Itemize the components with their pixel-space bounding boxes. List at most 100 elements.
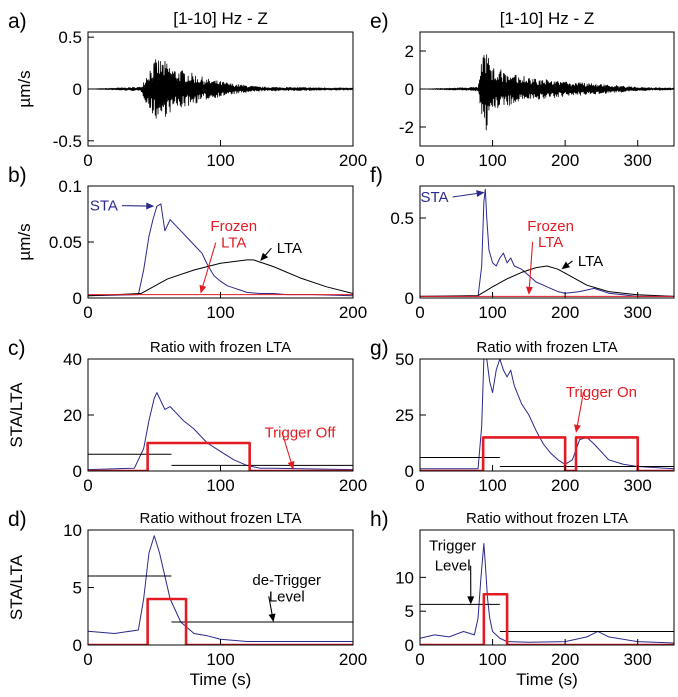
x-tick-label: 0 xyxy=(83,151,92,170)
y-tick-label: 5 xyxy=(73,579,82,598)
x-axis-label: Time (s) xyxy=(516,670,578,689)
panel-letter: a) xyxy=(8,10,27,33)
x-tick-label: 300 xyxy=(624,476,652,495)
annotation-label: Trigger xyxy=(429,537,476,554)
x-tick-label: 100 xyxy=(206,650,234,669)
x-tick-label: 0 xyxy=(415,476,424,495)
annotation-arrowhead xyxy=(561,261,571,270)
y-axis-label: STA/LTA xyxy=(7,382,26,448)
panel-a: 0 100 200-0.500.5[1-10] Hz - Za)µm/s xyxy=(8,9,367,170)
annotation-label: LTA xyxy=(221,235,246,252)
panel-letter: f) xyxy=(370,164,383,187)
annotation-arrowhead xyxy=(268,613,276,622)
x-tick-label: 200 xyxy=(551,650,579,669)
panel-letter: d) xyxy=(8,508,27,531)
series-ratio-line xyxy=(88,535,353,643)
panel-title: [1-10] Hz - Z xyxy=(173,9,267,28)
x-tick-label: 300 xyxy=(624,303,652,322)
plot-area xyxy=(88,535,353,645)
x-tick-label: 100 xyxy=(206,303,234,322)
y-tick-label: 0 xyxy=(405,636,414,655)
y-axis-label: µm/s xyxy=(15,70,34,107)
x-axis-label: Time (s) xyxy=(190,670,252,689)
y-tick-label: 50 xyxy=(395,350,414,369)
plot-area xyxy=(88,392,353,471)
annotation-label: Level xyxy=(435,558,471,575)
annotation-arrowhead xyxy=(146,202,155,210)
x-tick-label: 0 xyxy=(415,151,424,170)
x-tick-label: 300 xyxy=(624,650,652,669)
annotation-label: de-Trigger xyxy=(252,572,321,589)
y-tick-label: 0 xyxy=(73,80,82,99)
annotation-arrow xyxy=(281,432,293,465)
panel-title: [1-10] Hz - Z xyxy=(500,9,594,28)
annotation-arrowhead xyxy=(525,286,533,295)
x-tick-label: 200 xyxy=(339,476,367,495)
y-tick-label: 20 xyxy=(63,406,82,425)
panel-letter: h) xyxy=(370,508,389,531)
annotation-label: STA xyxy=(90,198,118,215)
y-tick-label: 0 xyxy=(405,80,414,99)
y-tick-label: 0 xyxy=(73,289,82,308)
y-tick-label: 25 xyxy=(395,406,414,425)
y-tick-label: 2 xyxy=(405,42,414,61)
panel-e: 0 100 200 300-202[1-10] Hz - Ze) xyxy=(370,9,675,170)
series-ratio-line xyxy=(420,543,674,644)
annotation-arrowhead xyxy=(260,252,269,262)
plot-area xyxy=(420,543,674,645)
x-tick-label: 200 xyxy=(551,476,579,495)
y-tick-label: 0.05 xyxy=(49,233,82,252)
x-tick-label: 100 xyxy=(206,476,234,495)
panel-letter: c) xyxy=(8,337,26,360)
panel-h: 0 100 200 300 0 5 10 Ratio without frozen LTA h)… xyxy=(370,508,675,689)
annotation-label: LTA xyxy=(578,253,603,270)
panel-c: 0 100 200 0 20 40 Ratio with frozen LTA c) STA/L… xyxy=(7,337,367,495)
y-tick-label: 0 xyxy=(73,462,82,481)
series-waveform-line xyxy=(88,59,353,119)
x-tick-label: 200 xyxy=(551,303,579,322)
x-tick-label: 0 xyxy=(415,650,424,669)
series-ratio-line xyxy=(420,359,674,470)
x-tick-label: 200 xyxy=(339,650,367,669)
y-tick-label: 0.5 xyxy=(58,28,82,47)
axes-frame xyxy=(419,358,675,472)
annotation-arrow xyxy=(528,241,534,289)
plot-area xyxy=(420,54,674,131)
x-tick-label: 0 xyxy=(415,303,424,322)
y-tick-label: -0.5 xyxy=(53,132,82,151)
x-tick-label: 200 xyxy=(551,151,579,170)
annotation-label: STA xyxy=(420,189,448,206)
annotation-arrowhead xyxy=(476,190,485,198)
y-tick-label: 0.1 xyxy=(58,177,82,196)
plot-area xyxy=(88,59,353,119)
series-trigger-line xyxy=(88,597,353,645)
y-axis-label: STA/LTA xyxy=(7,554,26,620)
series-lta-line xyxy=(420,265,674,297)
plot-area xyxy=(420,188,674,297)
annotation-label: Frozen xyxy=(527,218,574,235)
x-tick-label: 100 xyxy=(478,650,506,669)
panel-letter: g) xyxy=(370,337,389,360)
y-tick-label: 40 xyxy=(63,350,82,369)
x-tick-label: 300 xyxy=(624,151,652,170)
panel-letter: b) xyxy=(8,164,27,187)
x-tick-label: 0 xyxy=(83,650,92,669)
y-tick-label: 0.5 xyxy=(390,209,414,228)
x-tick-label: 100 xyxy=(478,151,506,170)
y-tick-label: 0 xyxy=(405,289,414,308)
annotation-arrow xyxy=(201,242,217,288)
panel-g: 0 100 200 300 0 25 50 Ratio with frozen LTA g) Tr… xyxy=(370,337,675,495)
x-tick-label: 100 xyxy=(478,303,506,322)
x-tick-label: 0 xyxy=(83,476,92,495)
axes-frame xyxy=(419,529,675,646)
series-trigger-line xyxy=(420,436,674,471)
panel-title: Ratio without frozen LTA xyxy=(139,510,301,527)
plot-area xyxy=(420,359,674,471)
y-tick-label: 10 xyxy=(63,521,82,540)
annotation-arrow xyxy=(268,596,273,617)
annotation-arrowhead xyxy=(199,284,207,294)
series-trigger-line xyxy=(420,592,674,645)
